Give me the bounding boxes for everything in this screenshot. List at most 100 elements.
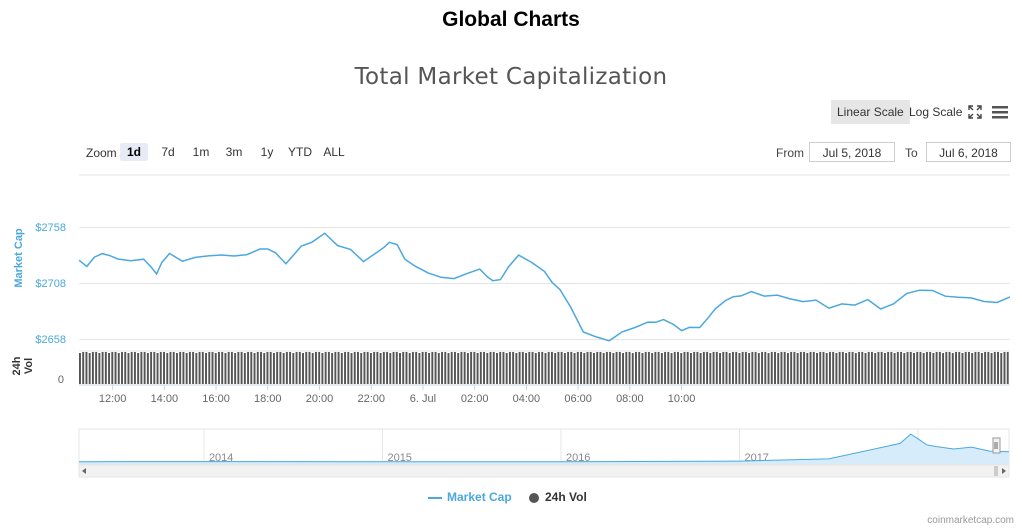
volume-bar <box>276 352 279 384</box>
volume-bar <box>783 352 786 384</box>
volume-bar <box>405 352 408 384</box>
volume-bar <box>993 352 996 384</box>
x-tick-label: 6. Jul <box>410 393 436 405</box>
volume-bar <box>938 352 941 384</box>
zoom-all-button[interactable]: ALL <box>323 145 345 159</box>
x-tick-label: 16:00 <box>202 393 230 405</box>
volume-bar <box>660 353 663 384</box>
volume-bar <box>340 353 343 384</box>
volume-bar <box>263 353 266 384</box>
to-date-input[interactable]: Jul 6, 2018 <box>926 142 1011 162</box>
volume-bar <box>492 352 495 384</box>
zoom-1y-button[interactable]: 1y <box>260 145 274 159</box>
volume-bar <box>211 352 214 384</box>
x-tick-label: 02:00 <box>461 393 489 405</box>
from-date-input[interactable]: Jul 5, 2018 <box>809 142 895 162</box>
volume-bar <box>689 353 692 384</box>
volume-bar <box>366 352 369 384</box>
volume-bar <box>929 352 932 384</box>
volume-bar <box>237 352 240 384</box>
volume-bar <box>563 353 566 384</box>
volume-bar <box>453 352 456 384</box>
volume-bar <box>415 352 418 384</box>
zoom-1m-button[interactable]: 1m <box>192 145 210 159</box>
log-scale-button[interactable]: Log Scale <box>909 105 963 119</box>
volume-bar <box>357 352 359 384</box>
scroll-right-icon[interactable] <box>1002 468 1006 474</box>
legend-market-cap[interactable]: Market Cap <box>428 490 512 504</box>
volume-bar <box>819 352 822 384</box>
volume-bar <box>402 352 405 384</box>
volume-bar <box>114 352 117 384</box>
zoom-7d-button[interactable]: 7d <box>161 145 175 159</box>
volume-bar <box>683 352 686 384</box>
volume-bar <box>159 352 162 384</box>
volume-bar <box>140 352 143 384</box>
volume-bar <box>599 352 602 384</box>
volume-bar <box>664 352 667 384</box>
volume-bar <box>331 353 334 384</box>
volume-bar <box>379 353 382 384</box>
volume-bar <box>883 353 886 384</box>
volume-bar <box>945 352 948 384</box>
volume-bar <box>344 352 347 384</box>
volume-bar <box>628 352 631 384</box>
volume-bar <box>473 352 476 384</box>
market-cap-legend-icon <box>428 496 442 499</box>
volume-bar <box>79 353 81 384</box>
volume-bar <box>1006 352 1009 384</box>
volume-bar <box>508 352 511 384</box>
volume-bar <box>525 353 528 384</box>
scroll-left-icon[interactable] <box>82 468 86 474</box>
volume-bar <box>266 352 269 384</box>
volume-bar <box>169 352 172 384</box>
navigator-year-label: 2014 <box>209 452 233 464</box>
volume-bar <box>948 352 951 384</box>
volume-bar <box>790 352 793 384</box>
volume-bar <box>376 352 379 384</box>
linear-scale-button[interactable]: Linear Scale <box>831 100 910 124</box>
volume-bar <box>686 352 689 384</box>
volume-bar <box>104 352 107 384</box>
legend-24h-vol-label: 24h Vol <box>545 490 587 504</box>
volume-bar <box>903 353 906 384</box>
volume-bar <box>900 352 903 384</box>
volume-bar <box>851 352 854 384</box>
volume-bar <box>227 352 230 384</box>
volume-bar <box>832 352 835 384</box>
volume-bar <box>909 352 912 384</box>
volume-bar <box>699 353 702 384</box>
volume-bar <box>437 353 440 384</box>
x-tick-label: 04:00 <box>513 393 541 405</box>
volume-bar <box>431 352 434 384</box>
volume-bar <box>496 353 498 384</box>
volume-bar <box>722 352 725 384</box>
volume-bar <box>980 353 983 384</box>
hamburger-menu-icon[interactable] <box>991 104 1009 120</box>
volume-bar <box>347 352 350 384</box>
zoom-ytd-button[interactable]: YTD <box>288 145 312 159</box>
volume-bar <box>974 352 977 384</box>
legend-24h-vol[interactable]: 24h Vol <box>529 490 587 504</box>
volume-bar <box>108 353 111 384</box>
volume-bar <box>130 352 133 384</box>
volume-bar <box>192 352 195 384</box>
volume-bar <box>576 352 579 384</box>
volume-bar <box>476 353 479 384</box>
zoom-3m-button[interactable]: 3m <box>225 145 243 159</box>
y-tick-label: $2708 <box>35 278 66 290</box>
volume-bar <box>441 352 443 384</box>
volume-bar <box>786 353 789 384</box>
volume-bar <box>609 352 612 384</box>
volume-bar <box>198 352 201 384</box>
volume-bar <box>583 353 586 384</box>
volume-bar <box>515 353 518 384</box>
zoom-1d-button[interactable]: 1d <box>120 143 148 161</box>
volume-bar <box>373 352 376 384</box>
volume-bar <box>221 352 224 384</box>
to-label: To <box>905 146 918 160</box>
fullscreen-icon[interactable] <box>967 104 983 120</box>
volume-bar <box>528 352 531 384</box>
scrollbar-thumb[interactable] <box>994 466 998 476</box>
navigator-scrollbar[interactable] <box>78 464 1010 478</box>
